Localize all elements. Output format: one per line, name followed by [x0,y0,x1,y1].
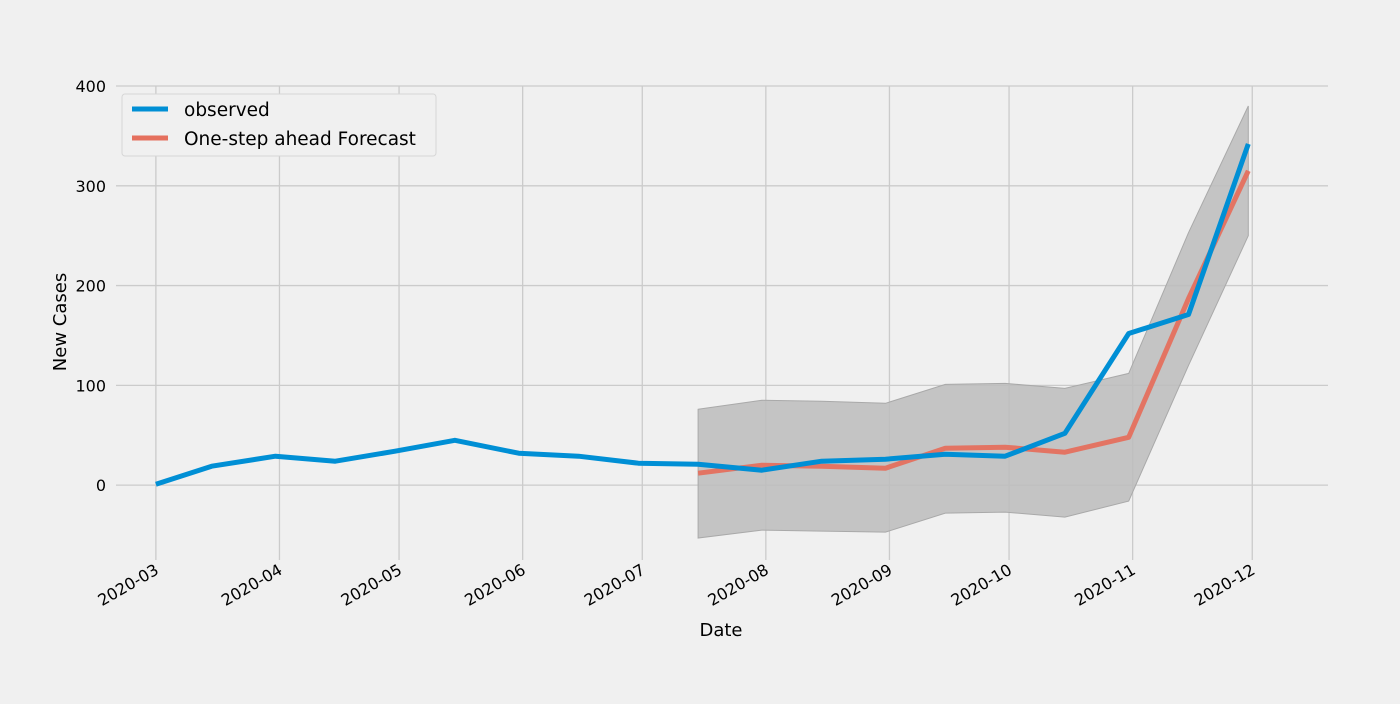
y-tick-label: 0 [96,476,106,495]
x-tick-label: 2020-10 [948,560,1015,610]
x-tick-label: 2020-03 [94,560,161,610]
x-tick-label: 2020-12 [1191,560,1258,610]
y-tick-label: 400 [75,77,106,96]
x-tick-label: 2020-04 [218,560,285,610]
legend-box [121,93,437,157]
x-tick-label: 2020-05 [338,560,405,610]
x-tick-label: 2020-08 [704,560,771,610]
y-axis-ticks: 0 100 200 300 400 [75,77,106,495]
series-layer [155,143,1251,487]
x-tick-label: 2020-07 [581,560,648,610]
x-tick-label: 2020-06 [461,560,528,610]
confidence-band-layer [697,105,1249,539]
y-tick-label: 200 [75,277,106,296]
x-axis-ticks: 2020-03 2020-04 2020-05 2020-06 2020-07 2020-… [94,560,1258,610]
x-tick-label: 2020-09 [828,560,895,610]
x-tick-label: 2020-11 [1071,560,1138,610]
x-axis-label: Date [699,620,742,641]
y-tick-label: 300 [75,177,106,196]
y-axis-label: New Cases [50,273,71,371]
observed-line [155,143,1251,487]
legend-label-forecast: One-step ahead Forecast [184,129,416,150]
legend: observed One-step ahead Forecast [121,93,437,157]
legend-label-observed: observed [184,100,270,121]
y-tick-label: 100 [75,376,106,395]
confidence-band [697,105,1249,539]
